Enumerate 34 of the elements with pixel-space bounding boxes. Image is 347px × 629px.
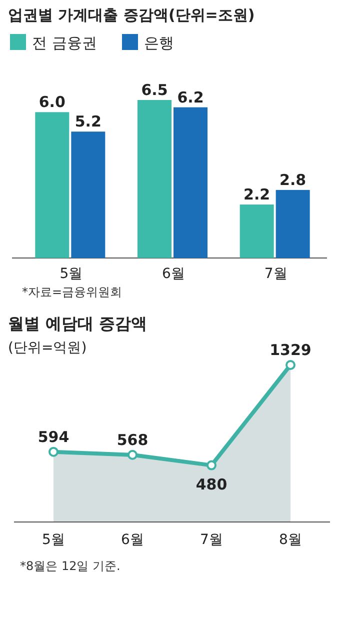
- data-label: 594: [38, 428, 70, 446]
- x-tick-label: 7월: [200, 532, 223, 548]
- bar: [276, 190, 310, 258]
- data-label: 5.2: [74, 112, 102, 131]
- data-label: 2.8: [280, 170, 306, 189]
- chart-title: 월별 예담대 증감액: [8, 314, 148, 333]
- data-label: 568: [116, 430, 148, 449]
- data-label: 6.5: [141, 81, 168, 99]
- x-tick-label: 7월: [264, 266, 288, 282]
- chart-subtitle: (단위=억원): [8, 340, 87, 356]
- x-tick-label: 6월: [162, 266, 185, 282]
- data-label: 6.0: [38, 93, 66, 112]
- bar: [174, 107, 208, 258]
- legend-label: 전 금융권: [32, 34, 97, 52]
- bar: [71, 132, 106, 258]
- point: [206, 460, 216, 470]
- bar: [240, 204, 274, 258]
- point: [286, 360, 296, 370]
- data-label: 480: [196, 475, 228, 494]
- x-tick-label: 5월: [60, 266, 83, 282]
- point: [128, 450, 138, 460]
- text: *자료=금융위원회: [22, 285, 122, 299]
- x-tick-label: 6월: [121, 532, 144, 548]
- legend-label: 은행: [144, 34, 174, 52]
- bar: [138, 100, 172, 258]
- data-label: 6.2: [177, 88, 204, 106]
- point: [48, 446, 58, 457]
- data-label: 1329: [270, 341, 312, 359]
- data-label: 2.2: [244, 186, 270, 204]
- x-tick-label: 8월: [279, 532, 302, 548]
- text: *8월은 12일 기준.: [20, 559, 120, 573]
- bar: [35, 112, 70, 258]
- x-tick-label: 5월: [42, 532, 65, 548]
- chart-title: 업권별 가계대출 증감액(단위=조원): [8, 6, 255, 24]
